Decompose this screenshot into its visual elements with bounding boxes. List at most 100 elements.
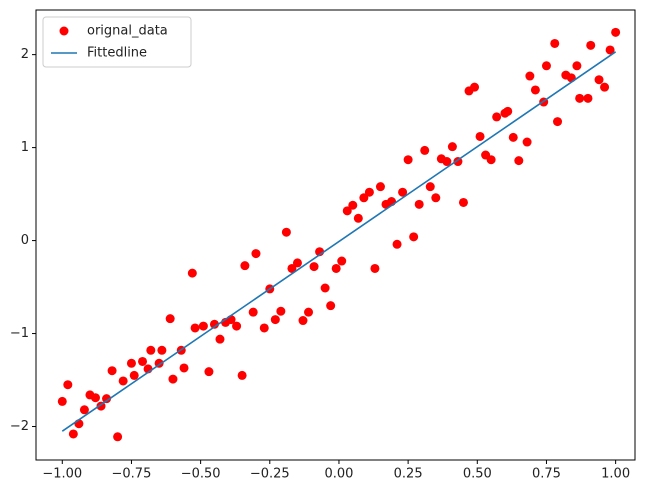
- data-point: [304, 307, 314, 317]
- data-point: [392, 239, 402, 249]
- data-point: [550, 38, 560, 48]
- data-point: [403, 155, 413, 165]
- data-point: [165, 314, 175, 324]
- data-point: [514, 156, 524, 166]
- data-point: [240, 261, 250, 271]
- data-point: [525, 71, 535, 81]
- data-point: [126, 358, 136, 368]
- x-tick-label: −0.75: [112, 467, 152, 482]
- data-point: [359, 193, 369, 203]
- data-point: [331, 263, 341, 273]
- data-point: [198, 321, 208, 331]
- data-point: [146, 345, 156, 355]
- y-tick-label: 1: [21, 140, 29, 155]
- data-point: [342, 206, 352, 216]
- data-point: [375, 182, 385, 192]
- data-point: [425, 182, 435, 192]
- data-point: [414, 199, 424, 209]
- data-point: [237, 370, 247, 380]
- data-point: [287, 263, 297, 273]
- data-point: [431, 193, 441, 203]
- data-point: [320, 283, 330, 293]
- x-tick-label: −0.25: [250, 467, 290, 482]
- x-tick-label: −0.50: [181, 467, 221, 482]
- data-point: [575, 93, 585, 103]
- data-point: [113, 432, 123, 442]
- data-point: [298, 316, 308, 326]
- data-point: [281, 227, 291, 237]
- data-point: [370, 263, 380, 273]
- data-point: [583, 93, 593, 103]
- data-point: [605, 45, 615, 55]
- data-point: [187, 268, 197, 278]
- legend-label: Fittedline: [87, 46, 147, 61]
- data-point: [157, 345, 167, 355]
- x-tick-label: 0.00: [324, 467, 353, 482]
- data-point: [364, 187, 374, 197]
- data-point: [486, 155, 496, 165]
- data-point: [179, 363, 189, 373]
- data-point: [118, 376, 128, 386]
- y-tick-label: 0: [21, 233, 29, 248]
- data-point: [586, 40, 596, 50]
- data-point: [215, 334, 225, 344]
- data-point: [276, 306, 286, 316]
- data-point: [232, 321, 242, 331]
- data-point: [409, 232, 419, 242]
- data-point: [420, 145, 430, 155]
- x-tick-label: 0.25: [394, 467, 423, 482]
- data-point: [309, 262, 319, 272]
- y-tick-label: −2: [10, 419, 29, 434]
- data-point: [503, 106, 513, 116]
- data-point: [259, 323, 269, 333]
- y-tick-label: 2: [21, 47, 29, 62]
- data-point: [348, 200, 358, 210]
- data-point: [168, 374, 178, 384]
- data-point: [326, 301, 336, 311]
- x-tick-label: 0.50: [463, 467, 492, 482]
- data-point: [292, 258, 302, 268]
- data-point: [594, 75, 604, 85]
- data-point: [190, 323, 200, 333]
- y-tick-label: −1: [10, 326, 29, 341]
- data-point: [63, 380, 73, 390]
- data-point: [90, 393, 100, 403]
- data-point: [566, 73, 576, 83]
- data-point: [138, 356, 148, 366]
- data-point: [522, 137, 532, 147]
- data-point: [447, 142, 457, 152]
- data-point: [68, 429, 78, 439]
- data-point: [458, 197, 468, 207]
- data-point: [209, 319, 219, 329]
- x-tick-label: 1.00: [601, 467, 630, 482]
- legend-label: orignal_data: [87, 24, 168, 39]
- data-point: [353, 213, 363, 223]
- data-point: [107, 366, 117, 376]
- data-point: [442, 157, 452, 167]
- legend-swatch: [59, 26, 69, 36]
- data-point: [470, 82, 480, 92]
- data-point: [248, 307, 258, 317]
- data-point: [572, 61, 582, 71]
- legend-box: [42, 16, 192, 68]
- data-point: [129, 370, 139, 380]
- fitted-line: [61, 51, 617, 432]
- data-point: [530, 85, 540, 95]
- x-tick-label: −1.00: [42, 467, 82, 482]
- data-point: [553, 117, 563, 127]
- data-point: [508, 132, 518, 142]
- data-point: [270, 315, 280, 325]
- data-point: [398, 187, 408, 197]
- data-point: [541, 61, 551, 71]
- x-tick-label: 0.75: [532, 467, 561, 482]
- data-point: [611, 27, 621, 37]
- data-point: [475, 131, 485, 141]
- data-point: [57, 396, 67, 406]
- data-point: [492, 112, 502, 122]
- plot-frame: [35, 9, 636, 461]
- data-point: [79, 405, 89, 415]
- data-point: [337, 256, 347, 266]
- data-point: [600, 82, 610, 92]
- data-point: [251, 249, 261, 259]
